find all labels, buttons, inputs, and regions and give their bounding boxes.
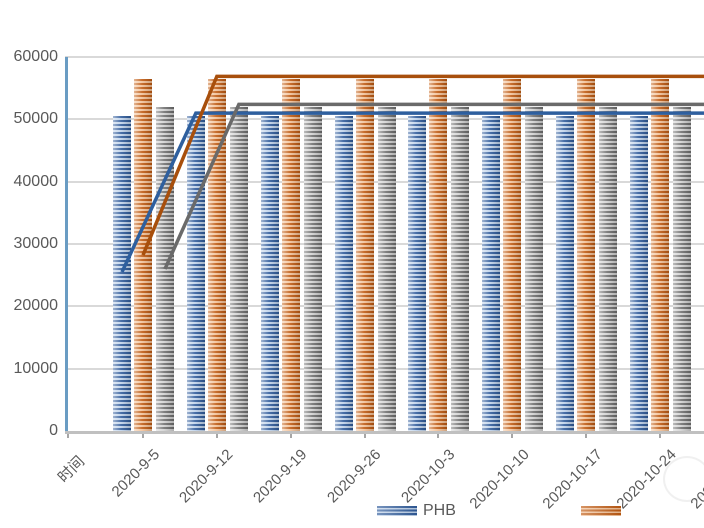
y-axis-tick-label: 30000 xyxy=(13,235,59,252)
bar-gray xyxy=(451,106,470,431)
legend-marker-orange xyxy=(581,506,621,516)
bar-blue xyxy=(260,116,279,431)
y-axis-tick-label: 40000 xyxy=(13,172,59,190)
bar-gray xyxy=(229,106,248,431)
x-axis-tick xyxy=(658,434,661,438)
y-axis-tick-label: 50000 xyxy=(13,110,59,128)
line-series-blue xyxy=(120,111,704,273)
x-axis-tick xyxy=(363,434,366,438)
x-axis-tick xyxy=(511,434,514,438)
legend-item-orange xyxy=(581,503,627,519)
bar-orange xyxy=(577,78,596,431)
y-axis-tick-label: 10000 xyxy=(13,359,59,377)
y-axis-tick-label: 60000 xyxy=(13,48,59,65)
legend-item-phb: PHB xyxy=(377,503,456,519)
legend-marker-phb xyxy=(377,506,417,516)
line-series-orange xyxy=(141,74,704,256)
bar-gray xyxy=(303,106,322,431)
watermark-circle xyxy=(663,456,704,502)
bar-blue xyxy=(629,116,648,431)
legend-label-phb: PHB xyxy=(423,502,456,519)
bar-blue xyxy=(482,116,501,431)
bar-orange xyxy=(650,78,669,431)
x-axis-tick xyxy=(437,434,440,438)
gridline xyxy=(65,56,704,58)
bar-blue xyxy=(408,116,427,431)
bar-orange xyxy=(281,78,300,431)
bar-gray xyxy=(672,106,691,431)
x-axis-tick xyxy=(215,434,218,438)
x-axis-tick xyxy=(585,434,588,438)
bar-blue xyxy=(186,116,205,431)
x-axis-tick xyxy=(142,434,144,438)
y-axis-line xyxy=(65,57,68,434)
bar-gray xyxy=(599,106,618,431)
bar-orange xyxy=(355,78,374,431)
bar-blue xyxy=(334,116,353,431)
bar-gray xyxy=(377,106,396,431)
y-axis-tick-label: 20000 xyxy=(13,297,59,315)
bar-orange xyxy=(429,78,448,431)
bar-orange xyxy=(503,78,522,431)
x-axis-line xyxy=(65,431,704,434)
x-axis-tick xyxy=(67,434,69,438)
bar-gray xyxy=(525,106,544,431)
x-axis-tick xyxy=(289,434,292,438)
bar-blue xyxy=(113,116,131,431)
line-series-gray xyxy=(163,102,704,270)
y-axis-tick-label: 0 xyxy=(49,422,58,439)
bar-blue xyxy=(556,116,575,431)
